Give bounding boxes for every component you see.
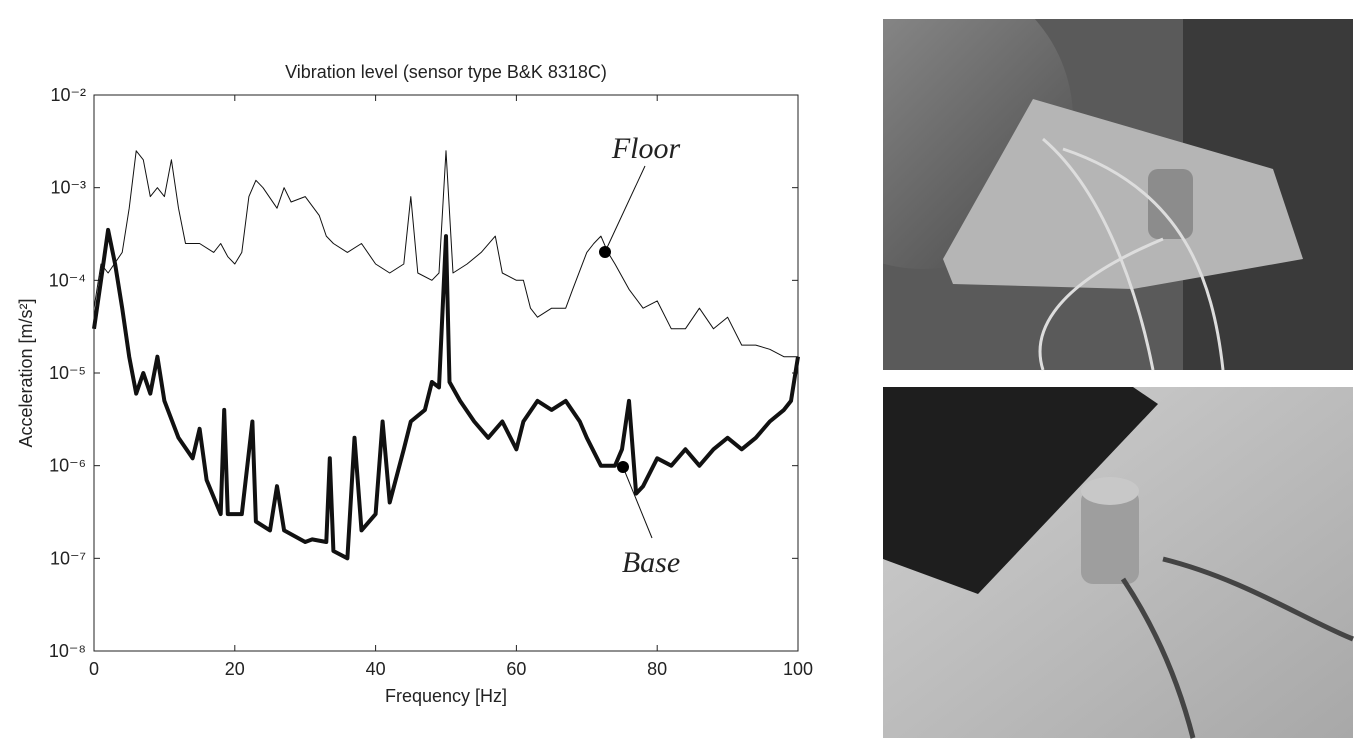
photos <box>883 19 1354 739</box>
annotation-label: Base <box>622 546 680 579</box>
line-series <box>92 227 800 561</box>
y-tick-label: 10⁻² <box>50 85 86 105</box>
annotation-leader <box>622 466 653 539</box>
chart-title: Vibration level (sensor type B&K 8318C) <box>285 62 607 82</box>
x-tick-label: 20 <box>225 659 245 679</box>
y-tick-label: 10⁻⁷ <box>50 548 86 568</box>
chart: Vibration level (sensor type B&K 8318C) … <box>16 62 813 706</box>
annotation-dot <box>617 461 629 473</box>
photo-setup <box>883 19 1353 371</box>
y-tick-label: 10⁻⁸ <box>49 641 86 661</box>
annotation-dot <box>599 246 611 258</box>
x-tick-label: 0 <box>89 659 99 679</box>
annotation-label: Floor <box>611 132 681 165</box>
y-axis-label: Acceleration [m/s²] <box>16 298 36 447</box>
y-tick-label: 10⁻⁶ <box>49 456 86 476</box>
y-tick-label: 10⁻⁵ <box>49 363 86 383</box>
plot-frame <box>93 94 799 652</box>
x-axis-label: Frequency [Hz] <box>385 686 507 706</box>
y-tick-label: 10⁻³ <box>50 178 86 198</box>
line-series <box>93 150 798 358</box>
x-tick-label: 80 <box>647 659 667 679</box>
annotation-leader <box>604 165 646 253</box>
x-tick-label: 100 <box>783 659 813 679</box>
x-tick-label: 60 <box>506 659 526 679</box>
photo-sensor <box>883 387 1354 739</box>
x-tick-label: 40 <box>366 659 386 679</box>
y-tick-label: 10⁻⁴ <box>49 270 86 290</box>
